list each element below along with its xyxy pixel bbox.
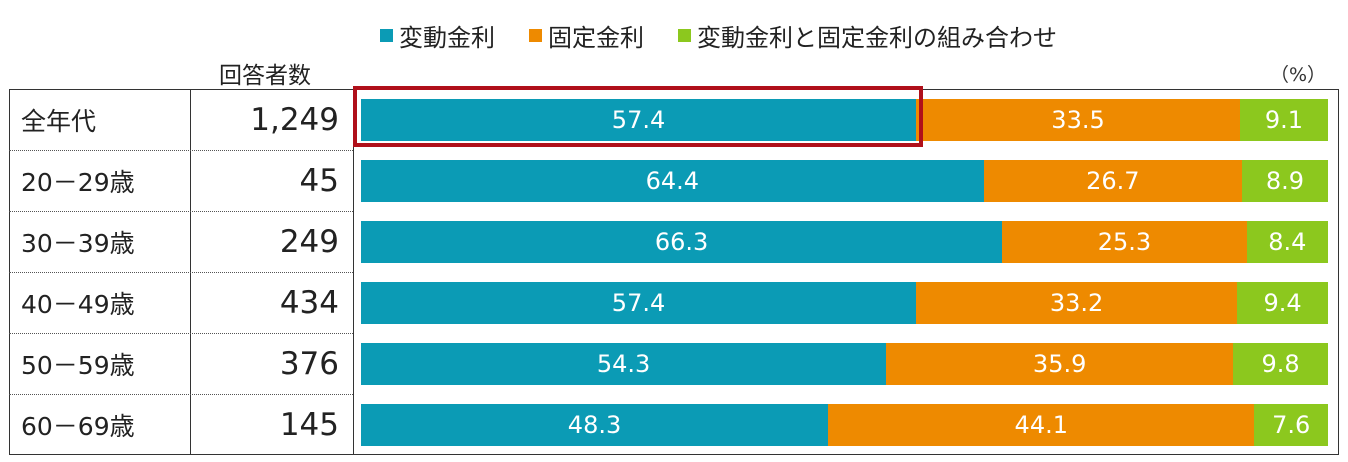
- respondent-count: 145: [279, 406, 339, 443]
- legend-swatch-mixed: [678, 29, 691, 42]
- data-label: 33.5: [1051, 105, 1105, 134]
- data-label: 8.4: [1268, 227, 1307, 256]
- bar-segment-fixed: 26.7: [983, 159, 1242, 202]
- age-group-label: 50－59歳: [21, 350, 135, 380]
- column-divider-count: [353, 89, 354, 455]
- stacked-bar: 48.3 44.1 7.6: [361, 403, 1328, 446]
- bar-segment-variable: 48.3: [361, 403, 829, 446]
- bar-segment-mixed: 8.4: [1246, 220, 1328, 263]
- stacked-bar: 54.3 35.9 9.8: [361, 342, 1328, 385]
- data-label: 48.3: [567, 410, 622, 439]
- table-row: 20－29歳 45: [9, 150, 353, 211]
- data-label: 66.3: [654, 227, 709, 256]
- age-group-label: 30－39歳: [21, 228, 135, 258]
- bar-segment-variable: 66.3: [361, 220, 1003, 263]
- data-label: 57.4: [611, 105, 666, 134]
- stacked-bar: 66.3 25.3 8.4: [361, 220, 1328, 263]
- age-group-label: 40－49歳: [21, 289, 135, 319]
- bar-segment-variable: 57.4: [361, 281, 917, 324]
- row-separator: [9, 333, 353, 334]
- respondent-count: 434: [279, 284, 339, 321]
- row-separator: [9, 272, 353, 273]
- data-label: 64.4: [645, 166, 700, 195]
- age-group-label: 20－29歳: [21, 167, 135, 197]
- row-separator: [9, 150, 353, 151]
- legend-item-fixed: 固定金利: [529, 18, 644, 53]
- row-separator: [9, 394, 353, 395]
- age-group-label: 60－69歳: [21, 411, 135, 441]
- bar-segment-fixed: 33.5: [916, 98, 1240, 141]
- respondent-count: 249: [279, 223, 339, 260]
- data-label: 9.8: [1261, 349, 1300, 378]
- table-row: 30－39歳 249: [9, 211, 353, 272]
- respondent-count: 45: [299, 162, 339, 199]
- data-label: 35.9: [1032, 349, 1087, 378]
- data-label: 8.9: [1265, 166, 1305, 195]
- data-label: 44.1: [1014, 410, 1068, 439]
- chart-legend: 変動金利 固定金利 変動金利と固定金利の組み合わせ: [380, 18, 1057, 53]
- bar-segment-variable: 57.4: [361, 98, 917, 141]
- legend-item-variable: 変動金利: [380, 18, 495, 53]
- data-label: 57.4: [611, 288, 666, 317]
- bar-segment-mixed: 9.8: [1233, 342, 1328, 385]
- bar-segment-fixed: 35.9: [886, 342, 1234, 385]
- stacked-bar: 64.4 26.7 8.9: [361, 159, 1328, 202]
- stacked-bar: 57.4 33.5 9.1: [361, 98, 1328, 141]
- legend-label-fixed: 固定金利: [548, 24, 644, 52]
- legend-swatch-fixed: [529, 29, 542, 42]
- legend-item-mixed: 変動金利と固定金利の組み合わせ: [678, 18, 1057, 53]
- legend-label-mixed: 変動金利と固定金利の組み合わせ: [697, 24, 1057, 52]
- row-separator: [9, 211, 353, 212]
- data-label: 26.7: [1086, 166, 1140, 195]
- data-label: 9.4: [1263, 288, 1302, 317]
- data-label: 7.6: [1272, 410, 1311, 439]
- bar-segment-variable: 64.4: [361, 159, 984, 202]
- bar-segment-fixed: 33.2: [916, 281, 1238, 324]
- bar-segment-mixed: 9.1: [1239, 98, 1328, 141]
- data-label: 25.3: [1097, 227, 1152, 256]
- bar-segment-mixed: 8.9: [1241, 159, 1328, 202]
- legend-swatch-variable: [380, 29, 393, 42]
- table-row: 全年代 1,249: [9, 89, 353, 150]
- bar-segment-mixed: 7.6: [1254, 403, 1328, 446]
- bar-segment-variable: 54.3: [361, 342, 887, 385]
- data-label: 33.2: [1049, 288, 1104, 317]
- table-row: 50－59歳 376: [9, 333, 353, 394]
- table-row: 60－69歳 145: [9, 394, 353, 455]
- age-group-label: 全年代: [21, 106, 97, 136]
- unit-label: （%）: [1269, 64, 1326, 86]
- legend-label-variable: 変動金利: [399, 24, 495, 52]
- bar-segment-mixed: 9.4: [1237, 281, 1328, 324]
- bar-segment-fixed: 44.1: [828, 403, 1255, 446]
- data-label: 54.3: [596, 349, 651, 378]
- respondent-count: 376: [279, 345, 339, 382]
- data-label: 9.1: [1264, 105, 1304, 134]
- bar-segment-fixed: 25.3: [1002, 220, 1247, 263]
- highlight-box: [353, 86, 924, 147]
- respondent-count: 1,249: [250, 101, 339, 138]
- respondent-count-header: 回答者数: [219, 63, 311, 89]
- stacked-bar: 57.4 33.2 9.4: [361, 281, 1328, 324]
- table-row: 40－49歳 434: [9, 272, 353, 333]
